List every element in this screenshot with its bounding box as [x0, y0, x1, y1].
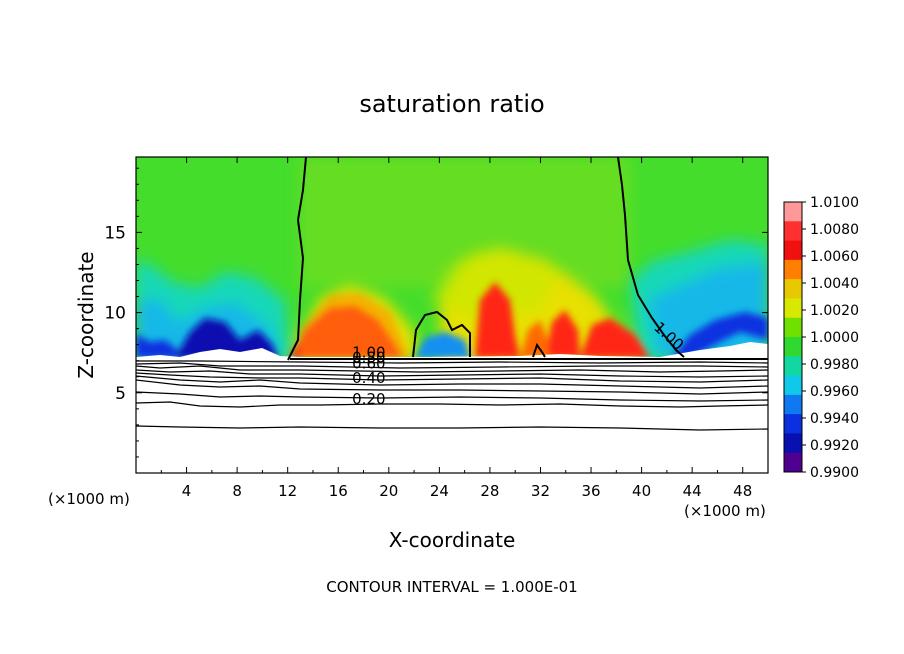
colorbar-swatch	[784, 317, 802, 338]
contour-label: 1.00	[352, 344, 385, 362]
colorbar-swatch	[784, 414, 802, 434]
contour-right-wall	[617, 157, 685, 358]
colorbar-swatch	[784, 452, 802, 473]
colorbar: 1.0100 1.0080 1.0060 1.0040 1.0020 1.0000 0.99…	[783, 195, 859, 481]
colorbar-label: 1.0020	[810, 303, 859, 319]
x-axis-unit-right: (×1000 m)	[684, 502, 766, 520]
colorbar-label: 0.9920	[810, 438, 859, 454]
colorbar-label: 0.9960	[810, 384, 859, 400]
contour-0.30	[136, 391, 768, 402]
colorbar-label: 1.0080	[810, 222, 859, 238]
x-tick-label: 20	[379, 482, 398, 500]
y-axis-label: Z-coordinate	[74, 251, 98, 378]
contour-0.20	[136, 401, 768, 408]
colorbar-label: 1.0100	[810, 195, 859, 211]
colorbar-label: 0.9980	[810, 357, 859, 373]
field-deep-low-right	[672, 312, 768, 358]
colorbar-label: 1.0060	[810, 249, 859, 265]
contour-left-wall	[287, 157, 307, 361]
colorbar-labels: 1.0100 1.0080 1.0060 1.0040 1.0020 1.0000 0.99…	[802, 195, 859, 481]
field-deep-low-left-b	[175, 318, 278, 358]
contour-0.50	[136, 375, 768, 389]
colorbar-swatches	[784, 202, 802, 473]
colorbar-swatch	[784, 259, 802, 280]
chart-title: saturation ratio	[359, 90, 544, 118]
colorbar-swatch	[784, 298, 802, 319]
field-deep-low-left-a	[136, 334, 190, 358]
x-axis-label: X-coordinate	[389, 528, 516, 552]
colorbar-swatch	[784, 394, 802, 415]
contour-label: 0.80	[352, 348, 385, 366]
y-tick-label: 5	[115, 384, 126, 404]
x-tick-label: 16	[329, 482, 348, 500]
contour-label: 0.60	[352, 355, 385, 373]
colorbar-swatch	[784, 375, 802, 396]
contour-0.70	[136, 369, 768, 378]
y-tick-label: 15	[104, 223, 126, 243]
x-tick-label: 40	[632, 482, 651, 500]
contour-interval-note: CONTOUR INTERVAL = 1.000E-01	[326, 578, 577, 596]
plot-area: 1.001.000.800.600.400.20	[136, 157, 768, 473]
colorbar-label: 1.0000	[810, 330, 859, 346]
x-tick-label: 28	[480, 482, 499, 500]
contour-lines-1.00	[287, 157, 768, 361]
colorbar-swatch	[784, 221, 802, 242]
contour-0.40	[136, 379, 768, 395]
contour-0.90	[136, 362, 768, 369]
field-lower-region	[136, 357, 768, 473]
contour-0.95	[136, 360, 768, 364]
x-tick-label: 4	[182, 482, 192, 500]
contour-hump	[412, 310, 471, 358]
contour-0.60	[136, 372, 768, 383]
field-peak-right-a	[545, 310, 580, 358]
field-core-shading	[136, 282, 768, 358]
contour-small-bump	[532, 342, 546, 358]
y-axis: 5 10 15	[104, 167, 768, 458]
colorbar-label: 0.9900	[810, 465, 859, 481]
y-tick-label: 10	[104, 304, 126, 324]
field-peak-center	[475, 282, 520, 358]
field-orange-halo	[300, 293, 410, 358]
colorbar-label: 0.9940	[810, 411, 859, 427]
colorbar-label: 1.0040	[810, 276, 859, 292]
colorbar-frame	[783, 201, 803, 473]
x-tick-label: 8	[232, 482, 242, 500]
colorbar-swatch	[784, 240, 802, 261]
x-tick-label: 44	[683, 482, 702, 500]
plot-frame	[135, 156, 769, 474]
colorbar-swatch	[784, 356, 802, 377]
colorbar-swatch	[784, 202, 802, 222]
contour-label: 0.20	[352, 390, 385, 408]
x-tick-label: 12	[278, 482, 297, 500]
field-deep-low-center	[415, 332, 470, 358]
field-low-region-right	[648, 262, 768, 360]
x-axis-unit-left: (×1000 m)	[48, 490, 130, 508]
contour-label: 0.40	[352, 369, 385, 387]
x-axis: 4 8 12 16 20 24 28 32 36 40 44 48	[160, 157, 752, 500]
contour-0.10	[136, 425, 768, 431]
x-tick-label: 24	[430, 482, 449, 500]
x-tick-label: 48	[733, 482, 752, 500]
contour-lines-lower	[136, 360, 768, 431]
colorbar-swatch	[784, 433, 802, 454]
contour-0.80	[136, 365, 768, 373]
x-tick-label: 32	[531, 482, 550, 500]
field-peak-right-b	[580, 318, 650, 358]
x-tick-label: 36	[581, 482, 600, 500]
field-peak-right-c	[520, 320, 548, 358]
colorbar-swatch	[784, 279, 802, 299]
colorbar-swatch	[784, 337, 802, 357]
